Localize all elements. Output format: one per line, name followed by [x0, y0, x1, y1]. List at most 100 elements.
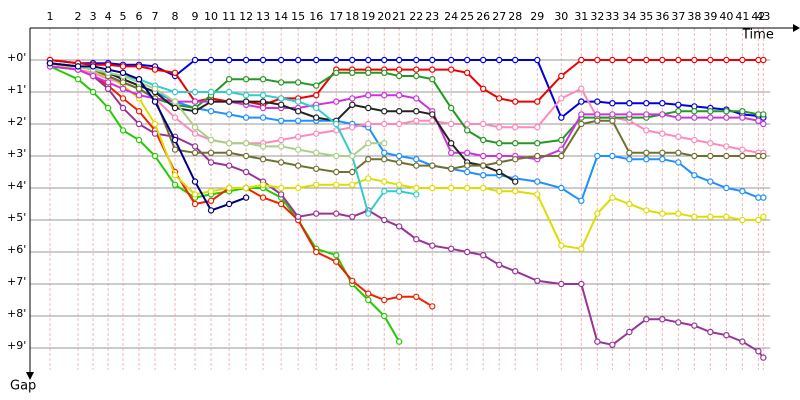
x-tick-label: 38: [687, 10, 701, 23]
lap-point: [294, 146, 302, 153]
lap-point: [395, 120, 403, 128]
x-tick-label: 23: [425, 10, 439, 23]
lap-point: [225, 88, 233, 96]
lap-point: [242, 98, 250, 105]
lap-point: [381, 296, 388, 304]
x-tick-label: 26: [476, 10, 490, 23]
lap-point: [659, 155, 666, 163]
x-tick-label: 6: [136, 10, 143, 23]
lap-point: [151, 152, 159, 160]
x-tick-label: 37: [671, 10, 685, 23]
lap-point: [191, 143, 199, 150]
lap-point: [691, 213, 698, 220]
lap-point: [760, 111, 767, 118]
x-tick-label: 5: [120, 10, 127, 23]
lap-point: [760, 213, 767, 220]
lap-point: [413, 155, 420, 163]
lap-point: [609, 111, 616, 118]
lap-point: [675, 159, 682, 166]
lap-point: [447, 104, 455, 112]
lap-point: [381, 178, 388, 185]
lap-point: [558, 72, 565, 80]
lap-point: [259, 181, 267, 188]
lap-point: [429, 162, 436, 169]
lap-point: [225, 162, 233, 169]
lap-point: [723, 107, 730, 115]
lap-point: [463, 120, 471, 128]
lap-point: [413, 191, 420, 198]
y-tick-label: +4': [7, 179, 26, 192]
lap-point: [333, 120, 340, 128]
x-tick-label: 2: [75, 10, 82, 23]
x-tick-label: 19: [361, 10, 375, 23]
lap-point: [313, 130, 320, 137]
lap-point: [313, 165, 320, 172]
y-tick-label: +6': [7, 243, 26, 256]
x-tick-label: 27: [492, 10, 506, 23]
lap-point: [479, 171, 487, 179]
lap-point: [463, 127, 471, 134]
x-tick-label: 33: [605, 10, 619, 23]
lap-point: [242, 139, 250, 147]
lap-point: [496, 168, 503, 176]
lap-point: [349, 123, 356, 131]
lap-point: [594, 210, 601, 217]
lap-point: [496, 261, 503, 268]
lap-point: [74, 75, 82, 83]
lap-point: [609, 341, 616, 348]
lap-point: [259, 155, 267, 163]
lap-point: [463, 149, 471, 156]
lap-point: [739, 114, 746, 121]
lap-point: [723, 332, 730, 339]
lap-point: [191, 191, 199, 198]
lap-point: [707, 114, 714, 121]
lap-point: [365, 175, 372, 182]
y-tick-label: +9': [7, 339, 26, 352]
lap-point: [207, 107, 215, 115]
lap-point: [349, 168, 356, 176]
lap-point: [365, 296, 372, 304]
y-tick-label: +2': [7, 115, 26, 128]
lap-point: [365, 155, 372, 163]
x-tick-label: 9: [192, 10, 199, 23]
lap-point: [191, 98, 199, 105]
lap-point: [578, 98, 585, 105]
lap-point: [429, 56, 436, 64]
lap-point: [151, 130, 159, 137]
lap-point: [429, 117, 436, 125]
lap-point: [294, 79, 302, 86]
lap-point: [242, 184, 250, 192]
lap-point: [691, 136, 698, 144]
lap-point: [496, 187, 503, 195]
lap-point: [89, 72, 97, 80]
lap-point: [609, 117, 616, 125]
lap-point: [313, 104, 320, 112]
lap-point: [259, 91, 267, 99]
lap-point: [104, 66, 112, 73]
x-tick-label: 22: [409, 10, 423, 23]
lap-point: [609, 194, 616, 201]
lap-point: [578, 111, 585, 118]
lap-point: [512, 123, 519, 131]
lap-point: [496, 56, 503, 64]
lap-point: [463, 184, 471, 192]
lap-point: [225, 75, 233, 83]
lap-point: [558, 146, 565, 153]
lap-point: [191, 56, 199, 64]
lap-point: [365, 290, 372, 297]
lap-point: [534, 98, 541, 105]
y-tick-label: +7': [7, 275, 26, 288]
lap-point: [277, 200, 285, 208]
lap-point: [707, 213, 714, 220]
lap-point: [739, 216, 746, 224]
lap-point: [171, 181, 179, 188]
lap-point: [242, 152, 250, 160]
lap-point: [659, 99, 666, 107]
lap-point: [333, 168, 340, 176]
lap-point: [659, 210, 666, 217]
lap-point: [534, 191, 541, 198]
lap-point: [135, 63, 143, 70]
lap-point: [594, 56, 601, 64]
lap-point: [496, 139, 503, 147]
lap-point: [463, 248, 471, 256]
